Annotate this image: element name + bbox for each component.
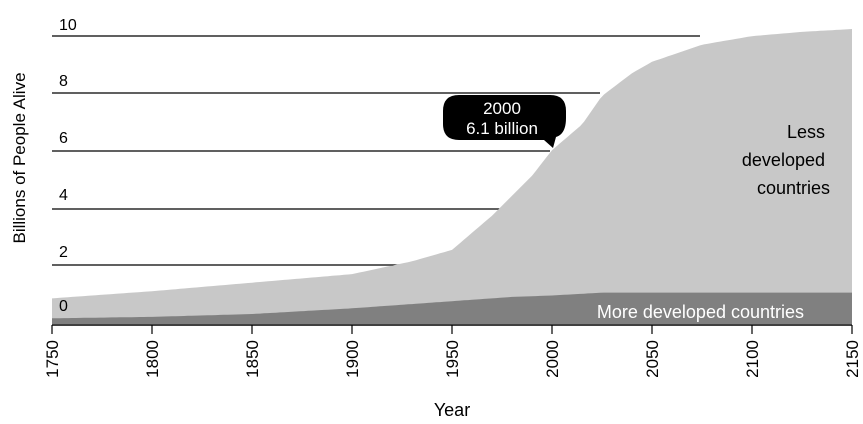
y-tick-label-10: 10 bbox=[59, 17, 77, 34]
x-axis-ticks: 1750 1800 1850 1900 1950 2000 2050 2100 2150 bbox=[43, 325, 862, 378]
x-tick-label-2100: 2100 bbox=[743, 340, 762, 378]
callout-value: 6.1 billion bbox=[466, 119, 538, 138]
x-tick-label-1750: 1750 bbox=[43, 340, 62, 378]
area-less-developed bbox=[52, 29, 852, 324]
callout-year: 2000 bbox=[483, 99, 521, 118]
callout-bubble bbox=[443, 95, 566, 148]
x-tick-label-2150: 2150 bbox=[843, 340, 862, 378]
x-tick-label-2000: 2000 bbox=[543, 340, 562, 378]
less-developed-line-3: countries bbox=[757, 178, 830, 198]
series-label-less-developed: Less developed countries bbox=[742, 122, 830, 198]
y-axis-label: Billions of People Alive bbox=[10, 72, 29, 243]
x-tick-label-1950: 1950 bbox=[443, 340, 462, 378]
y-tick-label-2: 2 bbox=[59, 244, 68, 261]
gridlines bbox=[52, 35, 700, 266]
x-tick-label-2050: 2050 bbox=[643, 340, 662, 378]
x-tick-label-1850: 1850 bbox=[243, 340, 262, 378]
x-tick-label-1800: 1800 bbox=[143, 340, 162, 378]
y-tick-label-4: 4 bbox=[59, 187, 68, 204]
y-tick-label-0: 0 bbox=[59, 298, 68, 315]
y-axis-ticks: 0 2 4 6 8 10 bbox=[59, 17, 77, 315]
x-axis-label: Year bbox=[434, 400, 470, 420]
less-developed-line-1: Less bbox=[787, 122, 825, 142]
x-tick-label-1900: 1900 bbox=[343, 340, 362, 378]
series-label-more-developed: More developed countries bbox=[597, 302, 804, 322]
less-developed-line-2: developed bbox=[742, 150, 825, 170]
y-tick-label-6: 6 bbox=[59, 130, 68, 147]
area-series bbox=[52, 29, 852, 324]
y-tick-label-8: 8 bbox=[59, 73, 68, 90]
annotation-callout: 2000 6.1 billion bbox=[443, 95, 566, 148]
series-labels: Less developed countries More developed … bbox=[597, 122, 830, 322]
area-more-developed bbox=[52, 292, 852, 324]
